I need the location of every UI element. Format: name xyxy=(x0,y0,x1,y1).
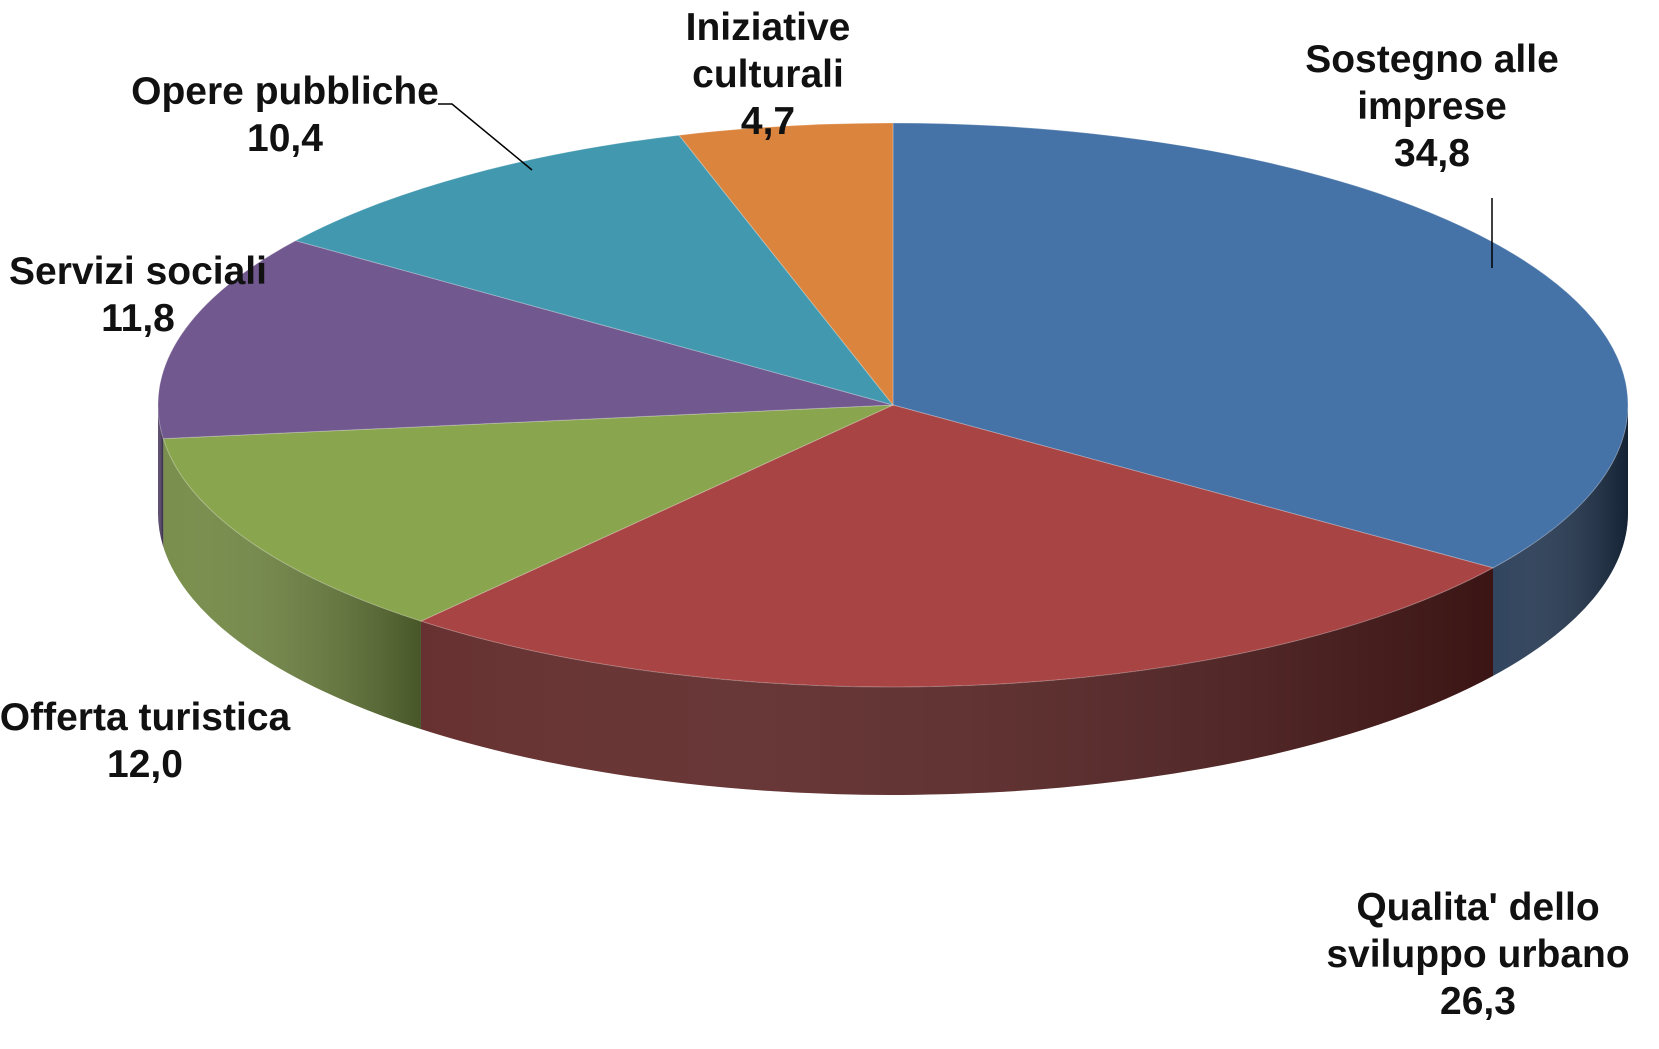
leader-lines xyxy=(438,103,1493,268)
pie-side-shade xyxy=(163,438,421,730)
pie-slice-sostegno-alle-imprese[interactable] xyxy=(892,122,1629,569)
slice-value-label: 26,3 xyxy=(1440,980,1516,1023)
pie-sides xyxy=(158,405,1628,796)
slice-label-servizi-sociali: Servizi sociali 11,8 xyxy=(9,250,267,340)
slice-name-label: Sostegno alle xyxy=(1305,38,1559,81)
slice-value-label: 10,4 xyxy=(247,117,323,160)
slice-value-label: 4,7 xyxy=(741,100,795,143)
slice-label-qualita-dello-sviluppo-urbano: Qualita' dello sviluppo urbano 26,3 xyxy=(1326,886,1629,1023)
slice-labels: Sostegno alle imprese 34,8 Qualita' dello sv… xyxy=(0,6,1630,1023)
pie-slice-offerta-turistica[interactable] xyxy=(162,404,894,622)
pie-slice-servizi-sociali[interactable] xyxy=(157,240,894,440)
slice-value-label: 34,8 xyxy=(1394,132,1470,175)
slice-label-sostegno-alle-imprese: Sostegno alle imprese 34,8 xyxy=(1305,38,1559,175)
slice-value-label: 12,0 xyxy=(107,743,183,786)
slice-name-label: Opere pubbliche xyxy=(131,70,439,113)
slice-label-offerta-turistica: Offerta turistica 12,0 xyxy=(0,696,291,786)
pie-side-shade xyxy=(158,405,164,547)
pie-side-shade xyxy=(1493,405,1628,676)
slice-name-label: Qualita' dello xyxy=(1356,886,1599,929)
pie-slice-opere-pubbliche[interactable] xyxy=(294,134,895,406)
slice-label-iniziative-culturali: Iniziative culturali 4,7 xyxy=(686,6,851,143)
pie-slices xyxy=(157,122,1629,688)
pie-side-shade xyxy=(420,567,1494,796)
slice-value-label: 11,8 xyxy=(101,297,175,340)
slice-name-label: culturali xyxy=(692,53,844,96)
pie-slice-iniziative-culturali[interactable] xyxy=(678,122,894,407)
slice-name-label: Servizi sociali xyxy=(9,250,267,293)
pie-slice-qualita-dello-sviluppo-urbano[interactable] xyxy=(419,404,1495,688)
slice-name-label: Iniziative xyxy=(686,6,851,49)
leader-line-opere-pubbliche xyxy=(438,103,533,171)
slice-label-opere-pubbliche: Opere pubbliche 10,4 xyxy=(131,70,439,160)
slice-name-label: sviluppo urbano xyxy=(1326,933,1629,976)
slice-name-label: imprese xyxy=(1357,85,1507,128)
slice-name-label: Offerta turistica xyxy=(0,696,291,739)
